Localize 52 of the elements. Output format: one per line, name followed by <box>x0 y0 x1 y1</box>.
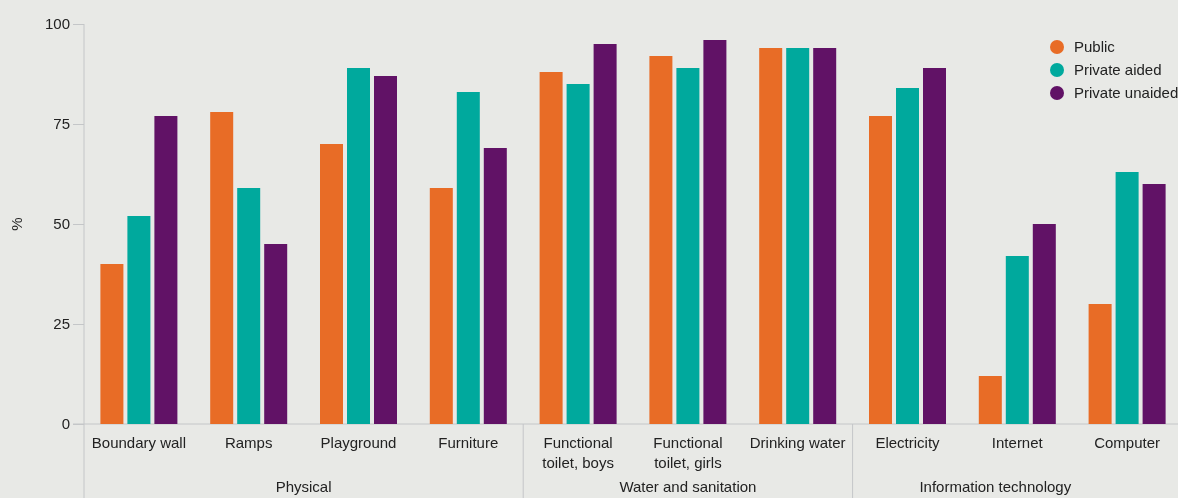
bar <box>347 68 370 424</box>
bar <box>1115 172 1139 424</box>
bar <box>210 112 234 424</box>
x-tick-label: Playground <box>320 434 397 451</box>
legend-label: Public <box>1074 38 1116 55</box>
bar <box>869 116 892 424</box>
text: Information technology <box>919 478 1072 495</box>
y-tick-label: 0 <box>61 415 70 433</box>
bar <box>1088 304 1112 424</box>
bar <box>978 376 1002 424</box>
bar <box>813 48 837 424</box>
bar <box>154 116 178 424</box>
x-tick-label: Electricity <box>875 434 941 451</box>
x-tick-label: Furniture <box>438 434 499 451</box>
bar <box>676 68 700 424</box>
bar <box>786 48 810 424</box>
y-tick-label: 75 <box>53 115 70 133</box>
text: Water and sanitation <box>619 478 757 495</box>
x-tick-label: Functional toilet, girls <box>653 434 723 471</box>
bar <box>649 56 673 424</box>
bar <box>593 44 617 424</box>
bar <box>320 144 343 424</box>
bar <box>237 188 261 424</box>
x-tick-label: Ramps <box>224 434 273 451</box>
bar <box>759 48 783 424</box>
bar <box>923 68 946 424</box>
bar <box>483 148 507 424</box>
x-tick-label: Drinking water <box>749 434 846 451</box>
y-tick-label: 25 <box>53 315 70 333</box>
bar <box>100 264 124 424</box>
y-axis-title: % <box>8 217 25 231</box>
legend-label: Private aided <box>1074 61 1162 78</box>
bar <box>539 72 563 424</box>
bar <box>703 40 727 424</box>
bar <box>1032 224 1056 424</box>
x-tick-label: Internet <box>991 434 1044 451</box>
x-tick-label: Boundary wall <box>91 434 187 451</box>
legend-label: Private unaided <box>1074 84 1178 101</box>
bar <box>896 88 919 424</box>
bar <box>127 216 151 424</box>
x-tick-label: Computer <box>1094 434 1161 451</box>
bar <box>264 244 288 424</box>
y-tick-label: 100 <box>44 15 70 33</box>
bar <box>374 76 397 424</box>
x-tick-label: Functional toilet, boys <box>542 434 614 471</box>
y-tick-label: 50 <box>53 215 70 233</box>
bar <box>1005 256 1029 424</box>
bar <box>1142 184 1166 424</box>
bar <box>456 92 480 424</box>
text: Physical <box>275 478 332 495</box>
bar <box>566 84 590 424</box>
bar <box>429 188 453 424</box>
